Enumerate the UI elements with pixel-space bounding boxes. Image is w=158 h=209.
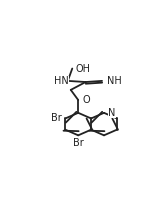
Text: N: N	[108, 108, 116, 118]
Text: HN: HN	[55, 76, 69, 86]
Text: O: O	[83, 95, 91, 105]
Text: Br: Br	[73, 138, 84, 148]
Text: OH: OH	[75, 64, 90, 74]
Text: NH: NH	[107, 76, 122, 86]
Text: Br: Br	[51, 113, 62, 124]
